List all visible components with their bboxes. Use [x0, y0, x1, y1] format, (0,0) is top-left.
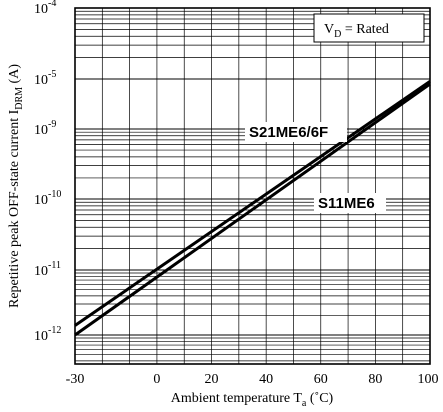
condition-label: VD = Rated — [324, 22, 389, 40]
y-axis-label: Repetitive peak OFF-state current IDRM (… — [7, 64, 25, 308]
x-axis-label: Ambient temperature Ta (˚C) — [171, 391, 334, 409]
series-lines — [74, 80, 431, 337]
x-tick-label: 100 — [418, 372, 439, 387]
x-tick-label: 0 — [153, 372, 160, 387]
series-label-backdrop — [314, 193, 386, 213]
y-tick-label: 10-12 — [34, 325, 61, 344]
y-tick-label: 10-10 — [34, 189, 61, 208]
series-label: S11ME6 — [318, 195, 375, 212]
y-tick-label: 10-5 — [34, 69, 56, 88]
series-labels: S21ME6/6F S11ME6 — [245, 122, 386, 213]
x-tick-label: -30 — [66, 372, 85, 387]
series-label: S21ME6/6F — [249, 124, 328, 141]
x-tick-label: 60 — [314, 372, 328, 387]
y-tick-label: 10-4 — [34, 0, 56, 17]
x-tick-labels: -30 0 20 40 60 80 100 — [66, 372, 439, 387]
series-line — [74, 82, 431, 337]
plot-frame — [74, 7, 431, 365]
grid — [75, 8, 430, 364]
y-tick-label: 10-11 — [34, 260, 61, 279]
condition-box — [313, 13, 425, 43]
series-line — [74, 80, 431, 327]
series-label-backdrop — [245, 122, 347, 142]
x-tick-label: 40 — [259, 372, 273, 387]
x-tick-label: 20 — [205, 372, 219, 387]
x-tick-label: 80 — [368, 372, 382, 387]
y-tick-label: 10-9 — [34, 119, 56, 138]
y-tick-labels: 10-12 10-11 10-10 10-9 10-5 10-4 — [34, 0, 61, 344]
